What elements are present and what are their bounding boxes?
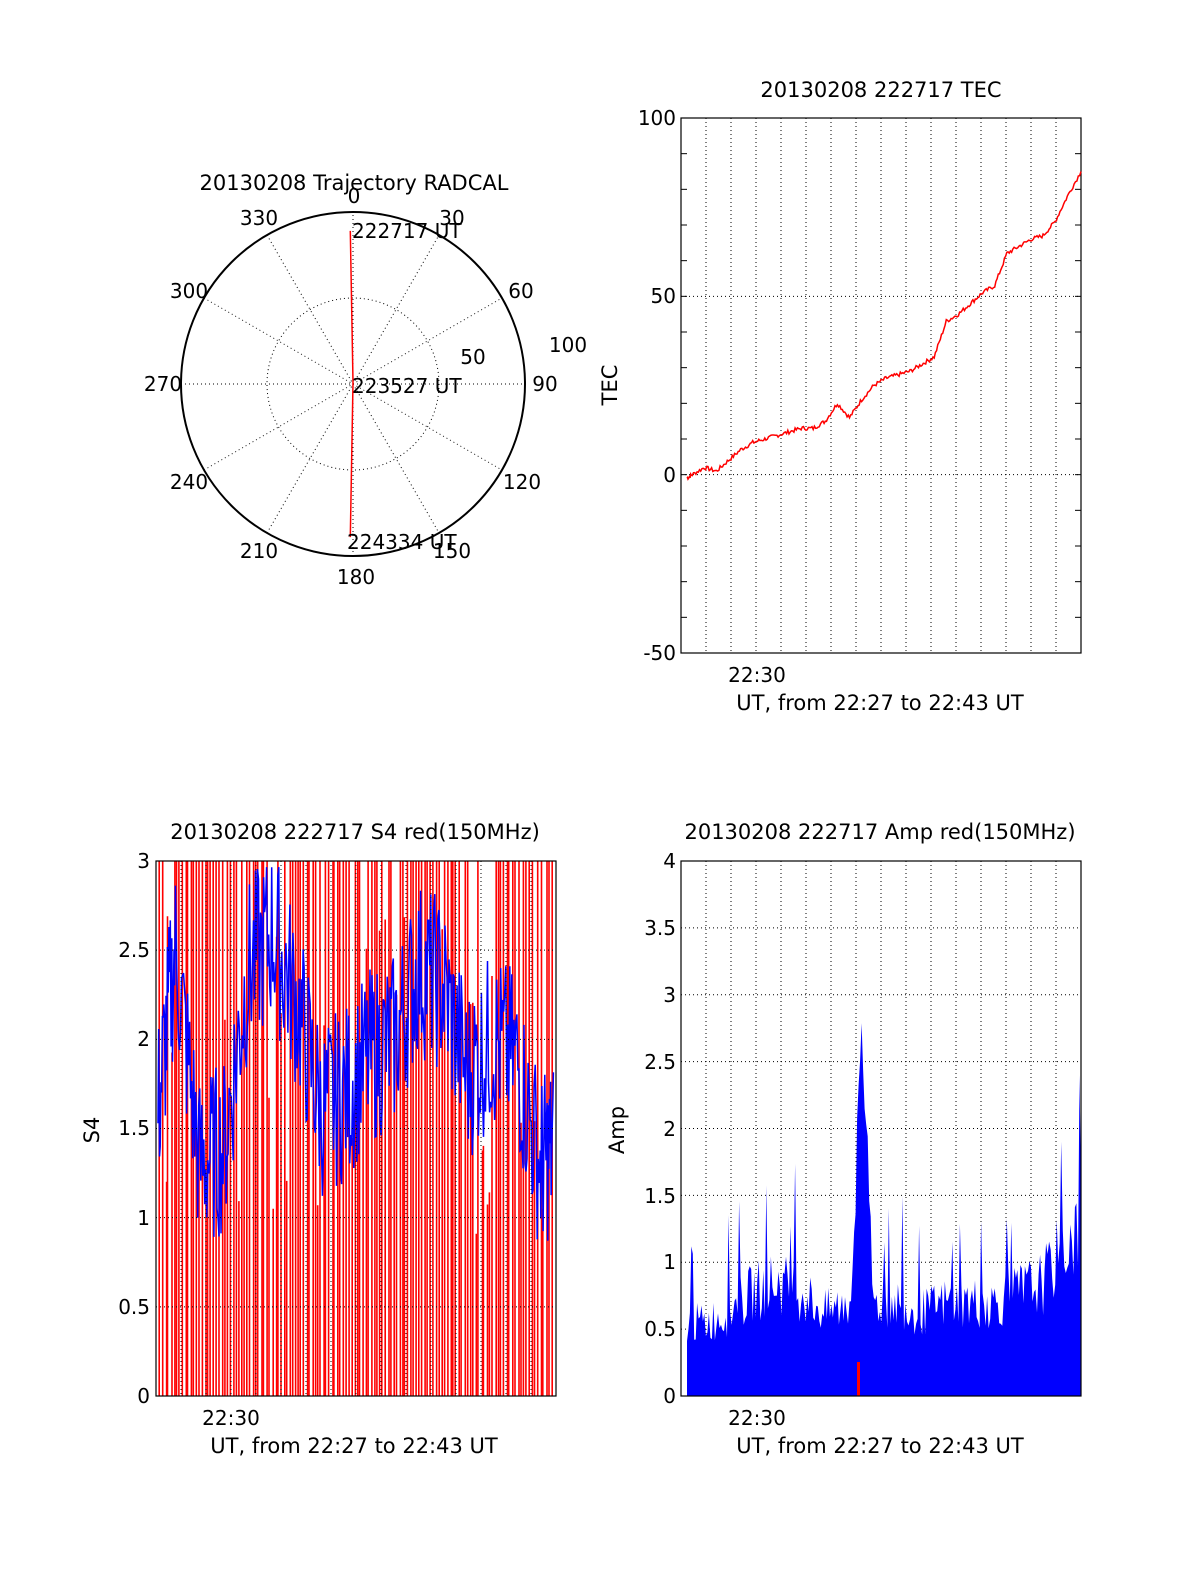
s4-panel: 20130208 222717 S4 red(150MHz) 3 2.5 2 1… xyxy=(80,820,557,1458)
amp-ytick-3: 3 xyxy=(663,983,676,1007)
az-label-60: 60 xyxy=(508,279,533,303)
s4-ytick-2: 2 xyxy=(137,1027,150,1051)
polar-azimuth-labels: 0 30 60 90 120 150 180 210 240 270 300 3… xyxy=(144,184,558,589)
polar-inner-ring xyxy=(266,297,440,471)
az-label-300: 300 xyxy=(170,279,208,303)
amp-ytick-4: 4 xyxy=(663,849,676,873)
s4-ytick-3: 3 xyxy=(137,849,150,873)
time-label-start: 222717 UT xyxy=(352,219,462,243)
amp-ylabel: Amp xyxy=(605,1106,629,1154)
s4-ylabel: S4 xyxy=(80,1117,104,1144)
s4-blue-series xyxy=(157,867,555,1241)
polar-panel: 20130208 Trajectory RADCAL 0 30 60 90 12… xyxy=(144,171,587,589)
s4-ytick-2.5: 2.5 xyxy=(118,938,150,962)
amp-title: 20130208 222717 Amp red(150MHz) xyxy=(684,820,1075,844)
amp-xlabel: UT, from 22:27 to 22:43 UT xyxy=(736,1434,1024,1458)
polar-title: 20130208 Trajectory RADCAL xyxy=(200,171,509,195)
tec-series-line xyxy=(686,171,1082,481)
time-label-end: 224334 UT xyxy=(347,530,457,554)
az-label-150: 150 xyxy=(433,539,471,563)
s4-grid xyxy=(156,861,556,1396)
tec-xtick: 22:30 xyxy=(728,663,786,687)
az-label-210: 210 xyxy=(240,539,278,563)
s4-ytick-0.5: 0.5 xyxy=(118,1295,150,1319)
tec-title: 20130208 222717 TEC xyxy=(760,78,1001,102)
s4-xtick: 22:30 xyxy=(202,1406,260,1430)
s4-title: 20130208 222717 S4 red(150MHz) xyxy=(170,820,540,844)
tec-ytick-50: 50 xyxy=(651,284,676,308)
s4-frame xyxy=(155,860,557,1397)
amp-ytick-0: 0 xyxy=(663,1384,676,1408)
az-label-90: 90 xyxy=(532,372,557,396)
tec-minor-ticks xyxy=(681,153,1081,618)
amp-panel: 20130208 222717 Amp red(150MHz) 4 3.5 3 … xyxy=(605,820,1082,1458)
az-label-240: 240 xyxy=(170,470,208,494)
s4-ytick-0: 0 xyxy=(137,1384,150,1408)
tec-ytick-0: 0 xyxy=(663,463,676,487)
tec-grid xyxy=(681,118,1081,653)
az-label-270: 270 xyxy=(144,372,182,396)
az-label-30: 30 xyxy=(439,206,464,230)
amp-ytick-1.5: 1.5 xyxy=(644,1184,676,1208)
tec-xlabel: UT, from 22:27 to 22:43 UT xyxy=(736,691,1024,715)
amp-ytick-0.5: 0.5 xyxy=(644,1317,676,1341)
tec-ytick-100: 100 xyxy=(638,106,676,130)
az-label-330: 330 xyxy=(240,206,278,230)
time-label-mid: 223527 UT xyxy=(352,374,462,398)
az-label-0: 0 xyxy=(348,184,361,208)
radius-label-50: 50 xyxy=(460,345,485,369)
amp-ytick-1: 1 xyxy=(663,1250,676,1274)
radius-label-100: 100 xyxy=(549,333,587,357)
amp-frame xyxy=(680,860,1082,1397)
tec-frame xyxy=(680,117,1082,654)
az-label-180: 180 xyxy=(337,565,375,589)
tec-ytick-neg50: -50 xyxy=(643,641,676,665)
tec-panel: 20130208 222717 TEC 100 50 0 -50 22:30 U… xyxy=(598,78,1082,715)
amp-ytick-2: 2 xyxy=(663,1117,676,1141)
s4-ytick-1: 1 xyxy=(137,1206,150,1230)
amp-blue-series xyxy=(687,1023,1081,1396)
amp-xtick: 22:30 xyxy=(728,1406,786,1430)
amp-ytick-2.5: 2.5 xyxy=(644,1050,676,1074)
s4-xlabel: UT, from 22:27 to 22:43 UT xyxy=(210,1434,498,1458)
amp-red-series xyxy=(857,1362,860,1396)
amp-ytick-3.5: 3.5 xyxy=(644,916,676,940)
trajectory-track xyxy=(349,230,354,538)
az-label-120: 120 xyxy=(503,470,541,494)
s4-ytick-1.5: 1.5 xyxy=(118,1116,150,1140)
tec-ylabel: TEC xyxy=(598,365,622,407)
